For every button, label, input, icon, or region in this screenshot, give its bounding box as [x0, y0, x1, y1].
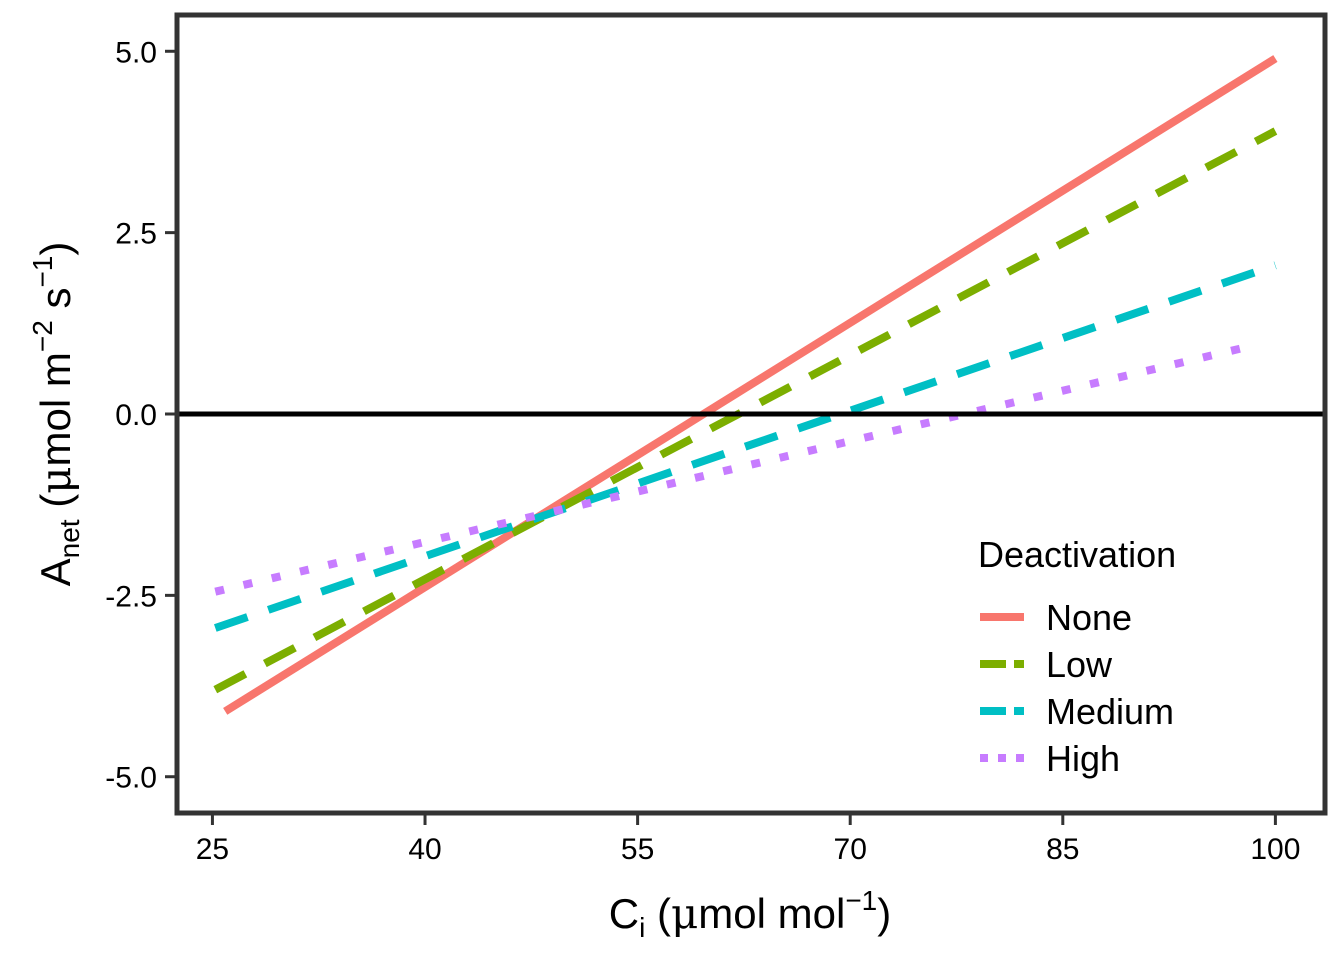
y-axis-title: Anet (μmol m−2 s−1)	[27, 242, 85, 587]
y-tick-label: -5.0	[105, 762, 157, 795]
series-line-none	[223, 55, 1278, 715]
y-tick-label: 5.0	[115, 36, 157, 69]
legend-label-high: High	[1046, 738, 1120, 779]
plot-panel-border	[174, 12, 1328, 816]
x-axis-title: Ci (μmol mol−1)	[609, 885, 892, 943]
x-tick-label: 100	[1250, 833, 1300, 866]
x-tick-label: 85	[1046, 833, 1079, 866]
x-tick-label: 25	[196, 833, 229, 866]
y-tick-label: 2.5	[115, 218, 157, 251]
axis-ticks: 25 40 55 70 85 100 -5.0 -2.5 0.0 2.5 5.0	[105, 36, 1300, 866]
chart-marks	[177, 55, 1325, 715]
series-line-medium	[214, 261, 1277, 632]
series-line-low	[213, 127, 1278, 694]
legend-label-medium: Medium	[1046, 691, 1174, 732]
x-tick-label: 40	[408, 833, 441, 866]
legend-label-none: None	[1046, 597, 1132, 638]
legend: Deactivation None Low Medium High	[978, 534, 1176, 779]
x-tick-label: 70	[834, 833, 867, 866]
y-tick-label: 0.0	[115, 399, 157, 432]
x-tick-label: 55	[621, 833, 654, 866]
legend-label-low: Low	[1046, 644, 1113, 685]
y-tick-label: -2.5	[105, 580, 157, 613]
series-line-high	[214, 344, 1241, 596]
legend-title: Deactivation	[978, 534, 1176, 575]
